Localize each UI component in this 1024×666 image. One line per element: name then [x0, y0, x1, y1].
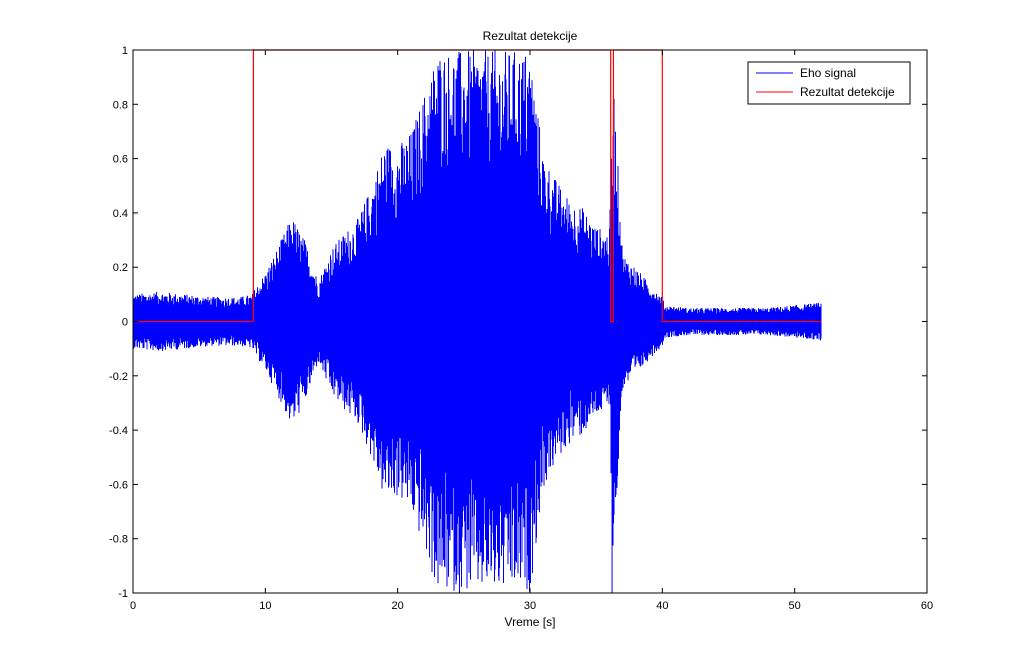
y-tick-label: -0.2	[109, 371, 128, 383]
x-axis: 0 10 20 30 40 50 60	[130, 50, 933, 612]
y-tick-label: -1	[118, 588, 128, 600]
chart-title: Rezultat detekcije	[483, 29, 578, 43]
legend-box	[747, 61, 911, 105]
x-tick-label: 20	[392, 600, 404, 612]
detection-line	[133, 49, 822, 323]
y-tick-label: 0.8	[113, 99, 128, 111]
y-tick-label: -0.4	[109, 425, 128, 437]
x-tick-label: 40	[656, 600, 668, 612]
x-axis-label: Vreme [s]	[505, 615, 556, 629]
x-tick-label: 60	[921, 600, 933, 612]
y-axis: -1 -0.8 -0.6 -0.4 -0.2 0 0.2 0.4 0.6 0.8 1	[109, 45, 927, 600]
y-tick-label: -0.8	[109, 534, 128, 546]
y-tick-label: 0.6	[113, 154, 128, 166]
legend: Eho signal Rezultat detekcije	[747, 61, 911, 105]
legend-label-detection: Rezultat detekcije	[800, 85, 895, 99]
legend-label-eho-signal: Eho signal	[800, 66, 856, 80]
y-tick-label: 0	[122, 317, 128, 329]
detection-series	[133, 49, 822, 323]
y-tick-label: 0.2	[113, 262, 128, 274]
y-tick-label: 0.4	[113, 208, 128, 220]
y-tick-label: -0.6	[109, 479, 128, 491]
x-tick-label: 50	[789, 600, 801, 612]
y-tick-label: 1	[122, 45, 128, 57]
x-tick-label: 10	[259, 600, 271, 612]
x-tick-label: 30	[524, 600, 536, 612]
x-tick-label: 0	[130, 600, 136, 612]
